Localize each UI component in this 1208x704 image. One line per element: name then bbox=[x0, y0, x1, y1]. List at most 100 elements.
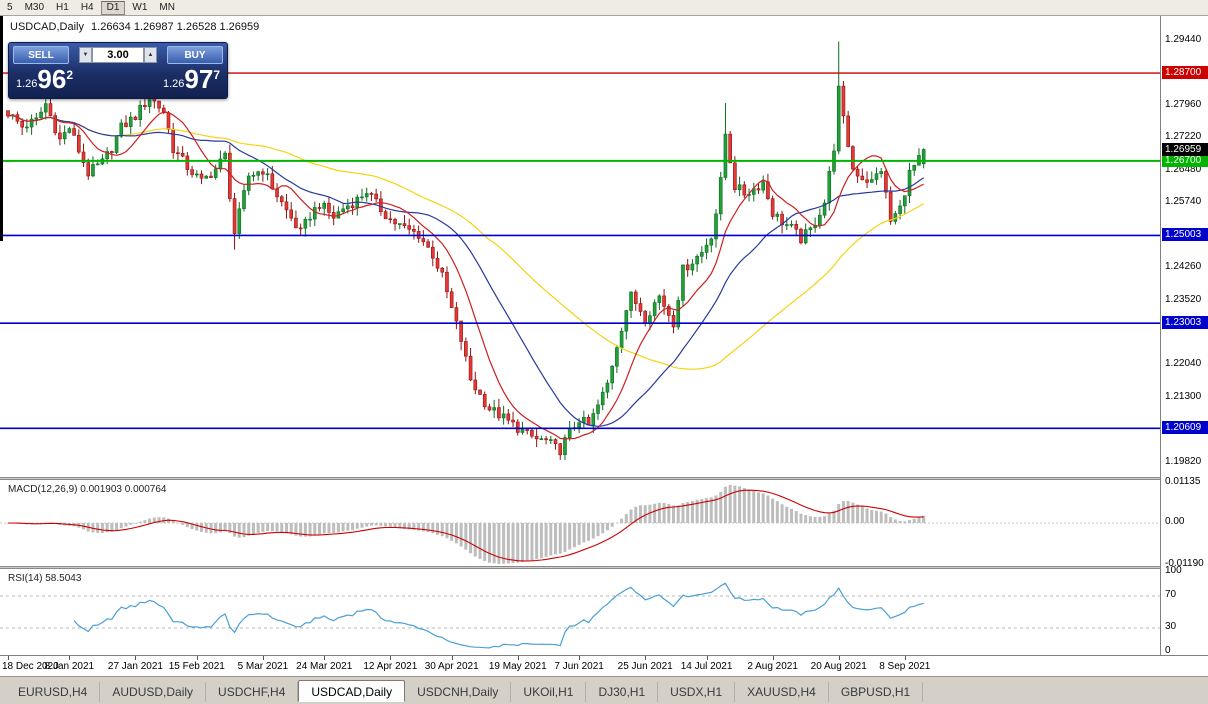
trade-panel-controls: SELL ▼ 3.00 ▲ BUY bbox=[9, 43, 227, 64]
chart-tab-ukoil-h1[interactable]: UKOil,H1 bbox=[511, 682, 587, 702]
date-tick-mark bbox=[135, 656, 137, 660]
rsi-tick-label: 70 bbox=[1165, 589, 1177, 600]
date-label: 30 Apr 2021 bbox=[424, 661, 479, 672]
date-label: 5 Mar 2021 bbox=[237, 661, 289, 672]
timeframe-button-m30[interactable]: M30 bbox=[24, 1, 45, 13]
buy-button[interactable]: BUY bbox=[167, 46, 223, 64]
current-price-tag: 1.26959 bbox=[1162, 142, 1208, 156]
date-tick-mark bbox=[904, 656, 906, 660]
macd-tick-label: 0.01135 bbox=[1165, 476, 1201, 487]
chart-tab-xauusd-h4[interactable]: XAUUSD,H4 bbox=[735, 682, 829, 702]
date-tick-mark bbox=[8, 656, 9, 660]
chart-tab-audusd-daily[interactable]: AUDUSD,Daily bbox=[100, 682, 207, 702]
date-label: 7 Jun 2021 bbox=[554, 661, 604, 672]
price-tick-label: 1.23520 bbox=[1165, 293, 1202, 305]
triangle-down-icon: ▼ bbox=[82, 52, 89, 58]
timeframe-button-d1[interactable]: D1 bbox=[100, 0, 126, 15]
price-level-tag: 1.20609 bbox=[1162, 421, 1208, 435]
time-axis[interactable]: 18 Dec 2020 8 Jan 2021 27 Jan 2021 15 Feb 2… bbox=[0, 655, 1208, 676]
price-axis[interactable]: 1.29440 1.27960 1.27220 1.26480 1.25740 1.242… bbox=[1160, 16, 1208, 656]
date-label: 24 Mar 2021 bbox=[296, 661, 353, 672]
macd-tick-label: -0.01190 bbox=[1165, 558, 1204, 569]
price-level-tag: 1.26700 bbox=[1162, 153, 1208, 167]
rsi-indicator-label: RSI(14) 58.5043 bbox=[8, 573, 82, 584]
price-tick-label: 1.29440 bbox=[1165, 33, 1202, 45]
price-level-tag: 1.25003 bbox=[1162, 228, 1208, 242]
date-tick-mark bbox=[645, 656, 647, 660]
chart-tab-eurusd-h4[interactable]: EURUSD,H4 bbox=[6, 682, 101, 702]
date-tick-mark bbox=[196, 656, 198, 660]
bid-price-big-digits: 96 bbox=[37, 64, 67, 94]
trade-panel-quotes: 1.26 96 2 1.26 97 7 bbox=[9, 64, 227, 94]
date-label: 12 Apr 2021 bbox=[363, 661, 418, 672]
timeframe-button-mn[interactable]: MN bbox=[159, 1, 175, 13]
price-level-tag: 1.23003 bbox=[1162, 316, 1208, 330]
price-tick-label: 1.25740 bbox=[1165, 196, 1202, 208]
bid-price-pip-digit: 2 bbox=[66, 68, 74, 82]
date-tick-mark bbox=[579, 656, 581, 660]
symbol-timeframe-label: USDCAD,Daily bbox=[10, 21, 84, 33]
triangle-up-icon: ▲ bbox=[147, 52, 154, 58]
price-chart-canvas[interactable] bbox=[0, 0, 1160, 655]
rsi-tick-label: 100 bbox=[1165, 565, 1182, 576]
volume-decrease-button[interactable]: ▼ bbox=[79, 47, 92, 63]
date-tick-mark bbox=[262, 656, 264, 660]
date-tick-mark bbox=[390, 656, 392, 660]
moving-average-line bbox=[7, 114, 925, 370]
ask-price-prefix: 1.26 bbox=[162, 78, 185, 90]
date-label: 8 Sep 2021 bbox=[879, 661, 931, 672]
horizontal-level-lines bbox=[0, 72, 1160, 430]
bid-price-prefix: 1.26 bbox=[16, 78, 38, 90]
date-label: 15 Feb 2021 bbox=[168, 661, 225, 672]
rsi-tick-label: 0 bbox=[1165, 645, 1171, 656]
timeframe-button-5[interactable]: 5 bbox=[7, 1, 13, 13]
moving-average-line bbox=[7, 111, 924, 440]
one-click-trade-panel: SELL ▼ 3.00 ▲ BUY 1.26 96 2 1.26 97 7 bbox=[8, 42, 228, 99]
rsi-tick-label: 30 bbox=[1165, 621, 1177, 632]
price-tick-label: 1.27960 bbox=[1165, 98, 1202, 110]
chart-tab-usdcad-daily[interactable]: USDCAD,Daily bbox=[298, 680, 406, 702]
date-label: 2 Aug 2021 bbox=[747, 661, 798, 672]
date-tick-mark bbox=[451, 656, 453, 660]
price-tick-label: 1.19820 bbox=[1165, 455, 1202, 467]
date-label: 25 Jun 2021 bbox=[617, 661, 673, 672]
date-tick-mark bbox=[69, 656, 71, 660]
rsi-plot bbox=[0, 582, 1160, 649]
macd-tick-label: 0.00 bbox=[1165, 516, 1185, 528]
date-label: 8 Jan 2021 bbox=[44, 661, 95, 672]
ask-price: 1.26 97 7 bbox=[163, 64, 220, 94]
ask-price-pip-digit: 7 bbox=[213, 68, 220, 82]
price-level-tag: 1.28700 bbox=[1162, 66, 1208, 80]
date-tick-mark bbox=[772, 656, 774, 660]
chart-left-border bbox=[0, 16, 3, 241]
chart-tab-usdx-h1[interactable]: USDX,H1 bbox=[658, 682, 736, 702]
chart-tab-dj30-h1[interactable]: DJ30,H1 bbox=[586, 682, 659, 702]
volume-input[interactable]: 3.00 bbox=[92, 47, 144, 63]
sell-button[interactable]: SELL bbox=[13, 46, 69, 64]
date-label: 27 Jan 2021 bbox=[107, 661, 163, 672]
ask-price-big-digits: 97 bbox=[184, 64, 214, 94]
date-tick-mark bbox=[324, 656, 326, 660]
chart-tab-usdchf-h4[interactable]: USDCHF,H4 bbox=[206, 682, 299, 702]
timeframe-button-h1[interactable]: H1 bbox=[56, 1, 69, 13]
chart-tab-usdcnh-daily[interactable]: USDCNH,Daily bbox=[405, 682, 512, 702]
date-label: 20 Aug 2021 bbox=[810, 661, 867, 672]
date-label: 19 May 2021 bbox=[488, 661, 547, 672]
price-tick-label: 1.27220 bbox=[1165, 131, 1202, 143]
panel-separator-rsi[interactable] bbox=[0, 566, 1208, 569]
date-label: 14 Jul 2021 bbox=[680, 661, 733, 672]
candles-layer bbox=[6, 41, 926, 460]
chart-tab-gbpusd-h1[interactable]: GBPUSD,H1 bbox=[829, 682, 924, 702]
chart-ohlc-header: USDCAD,Daily 1.26634 1.26987 1.26528 1.2… bbox=[10, 21, 263, 33]
macd-indicator-label: MACD(12,26,9) 0.001903 0.000764 bbox=[8, 484, 167, 495]
date-label: 18 Dec 2020 bbox=[2, 661, 59, 672]
chart-tab-bar: EURUSD,H4 AUDUSD,Daily USDCHF,H4 USDCAD,Dai… bbox=[0, 676, 1208, 704]
ohlc-values: 1.26634 1.26987 1.26528 1.26959 bbox=[91, 21, 260, 33]
timeframe-button-w1[interactable]: W1 bbox=[132, 1, 148, 13]
volume-increase-button[interactable]: ▲ bbox=[144, 47, 157, 63]
panel-separator-macd[interactable] bbox=[0, 477, 1208, 480]
timeframe-button-h4[interactable]: H4 bbox=[80, 1, 94, 13]
price-tick-label: 1.26480 bbox=[1165, 163, 1202, 175]
date-tick-mark bbox=[838, 656, 840, 660]
